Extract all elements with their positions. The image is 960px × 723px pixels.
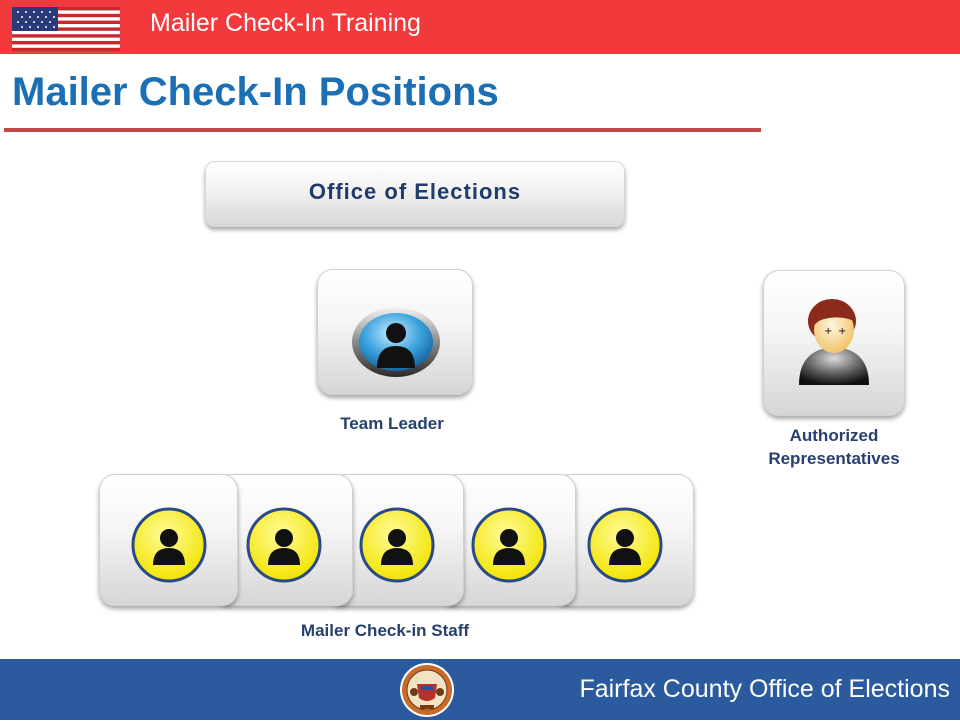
staff-person-icon — [131, 507, 207, 583]
us-flag-icon — [12, 7, 120, 51]
team-leader-person-icon — [352, 307, 440, 377]
footer-org-name: Fairfax County Office of Elections — [579, 675, 950, 703]
office-of-elections-label: Office of Elections — [308, 179, 522, 204]
staff-person-icon — [587, 507, 663, 583]
footer-bar — [0, 659, 960, 720]
authorized-reps-label: Authorized Representatives — [758, 424, 910, 470]
staff-person-icon — [471, 507, 547, 583]
staff-label: Mailer Check-in Staff — [300, 621, 470, 640]
team-leader-label: Team Leader — [340, 414, 444, 433]
county-seal-icon — [399, 662, 455, 718]
header-bar — [0, 0, 960, 54]
staff-card — [99, 474, 238, 606]
header-title: Mailer Check-In Training — [150, 9, 421, 37]
authorized-reps-label-line2: Representatives — [768, 449, 900, 468]
authorized-reps-card: + + — [763, 270, 905, 416]
office-of-elections-box: Office of Elections — [205, 161, 625, 227]
staff-card — [555, 474, 694, 606]
authorized-rep-person-icon: + + — [799, 299, 869, 385]
svg-text:+: + — [824, 326, 832, 337]
staff-card — [216, 474, 353, 606]
staff-person-icon — [246, 507, 322, 583]
svg-text:+: + — [838, 326, 846, 337]
title-divider — [4, 128, 761, 132]
page-title: Mailer Check-In Positions — [12, 70, 499, 114]
authorized-reps-label-line1: Authorized — [789, 426, 879, 445]
staff-person-icon — [359, 507, 435, 583]
team-leader-card — [317, 269, 473, 395]
